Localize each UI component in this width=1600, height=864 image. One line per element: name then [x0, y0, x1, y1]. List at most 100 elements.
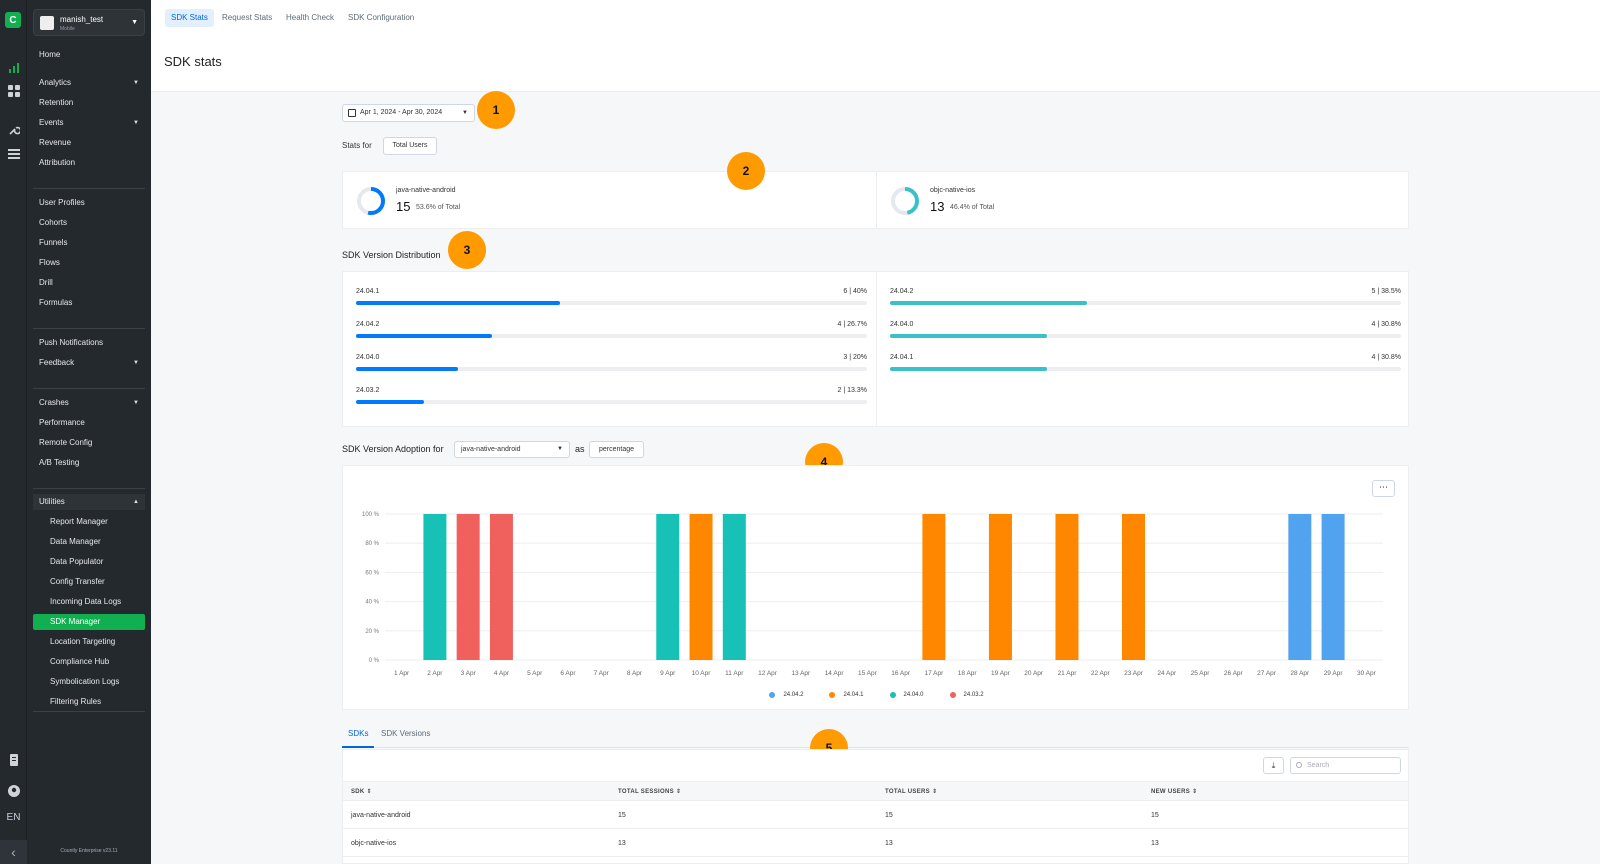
chart-bar[interactable] — [1321, 514, 1345, 660]
sdk-name: java-native-android — [396, 187, 456, 194]
tab-health-check[interactable]: Health Check — [286, 13, 335, 22]
sidebar-item-push-notifications[interactable]: Push Notifications — [33, 335, 145, 351]
version-label: 24.04.0 — [356, 354, 380, 361]
legend-item[interactable]: 24.04.1 — [829, 692, 864, 698]
sidebar-item-performance[interactable]: Performance — [33, 415, 145, 431]
documentation-icon[interactable] — [6, 752, 21, 767]
legend-swatch — [829, 692, 836, 698]
column-header-total-sessions[interactable]: TOTAL SESSIONS ⇕ — [618, 789, 682, 795]
column-header-new-users[interactable]: NEW USERS ⇕ — [1151, 789, 1198, 795]
sidebar-item-filtering-rules[interactable]: Filtering Rules — [33, 694, 145, 710]
app-switcher[interactable]: manish_test Mobile ▼ — [33, 9, 145, 36]
x-tick-label: 30 Apr — [1357, 670, 1377, 677]
sidebar-item-label: Events — [39, 118, 64, 127]
sidebar-item-revenue[interactable]: Revenue — [33, 135, 145, 151]
sidebar-item-label: Crashes — [39, 398, 69, 407]
sidebar-item-remote-config[interactable]: Remote Config — [33, 435, 145, 451]
stats-for-selector[interactable]: Total Users — [383, 137, 437, 155]
countly-logo-icon[interactable]: C — [5, 12, 21, 28]
analytics-chart-icon[interactable] — [6, 60, 21, 75]
sidebar-item-cohorts[interactable]: Cohorts — [33, 215, 145, 231]
cell-sdk: java-native-android — [351, 812, 411, 819]
sidebar-item-feedback[interactable]: Feedback ▼ — [33, 355, 145, 371]
version-label: 24.03.2 — [356, 387, 380, 394]
tab-sdks[interactable]: SDKs — [342, 724, 375, 748]
distribution-ios: 24.04.2 5 | 38.5% 24.04.0 4 | 30.8% 24.04.1 4… — [877, 272, 1410, 426]
tab-sdk-versions[interactable]: SDK Versions — [381, 729, 431, 738]
chart-bar[interactable] — [988, 514, 1012, 660]
chart-bar[interactable] — [1122, 514, 1145, 660]
date-range-picker[interactable]: Apr 1, 2024 - Apr 30, 2024 ▼ — [342, 104, 475, 122]
sdk-summary-android: java-native-android 15 53.6% of Total — [343, 172, 876, 229]
sidebar-item-drill[interactable]: Drill — [33, 275, 145, 291]
tab-sdk-stats[interactable]: SDK Stats — [165, 9, 214, 27]
sidebar-item-home[interactable]: Home — [33, 47, 145, 63]
distribution-android: 24.04.1 6 | 40% 24.04.2 4 | 26.7% 24.04.0 3 |… — [343, 272, 876, 426]
x-tick-label: 6 Apr — [560, 670, 576, 677]
search-icon — [1296, 762, 1302, 768]
column-header-sdk[interactable]: SDK ⇕ — [351, 789, 372, 795]
legend-item[interactable]: 24.04.2 — [769, 692, 803, 698]
chart-bar[interactable] — [922, 514, 946, 660]
chart-more-options-button[interactable]: ⋯ — [1372, 480, 1395, 497]
user-avatar-icon[interactable] — [6, 783, 21, 798]
chart-bar[interactable] — [1055, 514, 1079, 660]
sidebar-item-config-transfer[interactable]: Config Transfer — [33, 574, 145, 590]
sidebar-item-formulas[interactable]: Formulas — [33, 295, 145, 311]
sdk-share: 53.6% of Total — [416, 204, 461, 211]
chart-bar[interactable] — [722, 514, 746, 660]
chart-bar[interactable] — [456, 514, 480, 660]
chart-bar[interactable] — [1288, 514, 1312, 660]
progress-track — [890, 367, 1401, 371]
sidebar-item-attribution[interactable]: Attribution — [33, 155, 145, 171]
sidebar-item-data-manager[interactable]: Data Manager — [33, 534, 145, 550]
sidebar-item-a-b-testing[interactable]: A/B Testing — [33, 455, 145, 471]
chart-bar[interactable] — [423, 514, 447, 660]
legend-item[interactable]: 24.03.2 — [949, 692, 984, 698]
sidebar-item-label: Data Manager — [50, 537, 101, 546]
sidebar-item-crashes[interactable]: Crashes ▼ — [33, 395, 145, 411]
wrench-icon[interactable] — [6, 122, 21, 137]
collapse-sidebar-chevron-icon[interactable]: ‹ — [0, 840, 27, 864]
divider — [33, 488, 145, 489]
sidebar-item-retention[interactable]: Retention — [33, 95, 145, 111]
chart-bar[interactable] — [656, 514, 680, 660]
stats-for-label: Stats for — [342, 141, 372, 150]
sidebar-item-flows[interactable]: Flows — [33, 255, 145, 271]
x-tick-label: 19 Apr — [991, 670, 1011, 677]
sdk-share: 46.4% of Total — [950, 204, 995, 211]
x-tick-label: 2 Apr — [427, 670, 443, 677]
sidebar-item-events[interactable]: Events ▼ — [33, 115, 145, 131]
legend-item[interactable]: 24.04.0 — [889, 692, 924, 698]
adoption-sdk-select[interactable]: java-native-android ▼ — [454, 441, 570, 458]
sidebar-item-utilities[interactable]: Utilities ▲ — [33, 494, 145, 510]
adoption-mode-selector[interactable]: percentage — [589, 441, 644, 458]
tab-sdk-configuration[interactable]: SDK Configuration — [348, 13, 415, 22]
sidebar-item-report-manager[interactable]: Report Manager — [33, 514, 145, 530]
distribution-row: 24.04.2 5 | 38.5% — [890, 288, 1401, 308]
dashboards-grid-icon[interactable] — [6, 83, 21, 98]
management-icon[interactable] — [6, 146, 21, 161]
language-selector[interactable]: EN — [6, 812, 21, 823]
search-input[interactable]: Search — [1290, 757, 1401, 774]
tab-request-stats[interactable]: Request Stats — [222, 13, 273, 22]
sidebar-item-incoming-data-logs[interactable]: Incoming Data Logs — [33, 594, 145, 610]
column-header-total-users[interactable]: TOTAL USERS ⇕ — [885, 789, 938, 795]
chevron-down-icon: ▼ — [133, 400, 139, 406]
table-row[interactable]: objc-native-ios 13 13 13 — [343, 830, 1408, 857]
chart-bar[interactable] — [489, 514, 513, 660]
chart-bar[interactable] — [689, 514, 713, 660]
sidebar-item-symbolication-logs[interactable]: Symbolication Logs — [33, 674, 145, 690]
sidebar-item-funnels[interactable]: Funnels — [33, 235, 145, 251]
sidebar-item-compliance-hub[interactable]: Compliance Hub — [33, 654, 145, 670]
distribution-card: 24.04.1 6 | 40% 24.04.2 4 | 26.7% 24.04.0 3 |… — [342, 271, 1409, 427]
sidebar-item-data-populator[interactable]: Data Populator — [33, 554, 145, 570]
sidebar-item-analytics[interactable]: Analytics ▼ — [33, 75, 145, 91]
sidebar-item-location-targeting[interactable]: Location Targeting — [33, 634, 145, 650]
sidebar-item-sdk-manager[interactable]: SDK Manager — [33, 614, 145, 630]
x-tick-label: 20 Apr — [1024, 670, 1044, 677]
adoption-chart-card: ⋯ 0 % 20 % 40 % 60 % 80 % 100 % 1 Apr 2 Apr 3 Ap… — [342, 465, 1409, 710]
table-row[interactable]: java-native-android 15 15 15 — [343, 802, 1408, 829]
sidebar-item-user-profiles[interactable]: User Profiles — [33, 195, 145, 211]
download-icon[interactable]: ⤓ — [1263, 757, 1284, 774]
